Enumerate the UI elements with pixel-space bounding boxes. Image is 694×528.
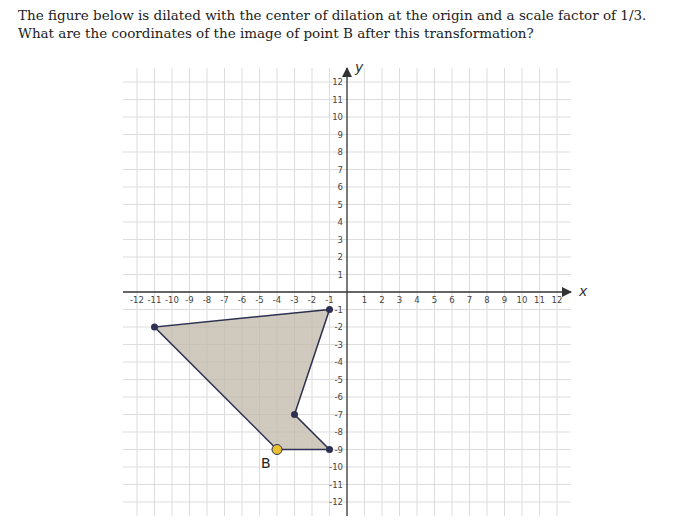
axes: xy (123, 59, 588, 516)
x-tick-label: -11 (148, 295, 162, 305)
x-tick-label: -5 (255, 295, 263, 305)
x-tick-label: -3 (290, 295, 298, 305)
y-tick-label: -4 (335, 357, 343, 367)
y-tick-label: 1 (338, 270, 343, 280)
x-tick-label: -6 (238, 295, 246, 305)
title: The figure below is dilated with the cen… (0, 0, 694, 50)
y-tick-label: 9 (338, 130, 343, 140)
y-tick-label: -11 (329, 480, 343, 490)
y-axis-label: y (354, 59, 364, 75)
x-tick-label: -10 (165, 295, 179, 305)
x-tick-label: -1 (325, 295, 333, 305)
x-tick-label: 5 (432, 295, 437, 305)
x-tick-label: -7 (220, 295, 228, 305)
y-tick-label: 5 (338, 200, 343, 210)
vertex-point (151, 324, 158, 331)
chart-svg: xy-12-11-10-9-8-7-6-5-4-3-2-112345678910… (0, 50, 694, 528)
y-tick-label: 11 (332, 95, 343, 105)
y-tick-label: -10 (329, 462, 343, 472)
grid (123, 68, 571, 516)
y-tick-label: -9 (335, 445, 343, 455)
y-tick-label: -2 (335, 322, 343, 332)
x-tick-label: 12 (552, 295, 563, 305)
y-tick-label: 2 (338, 252, 343, 262)
y-tick-label: -1 (335, 305, 343, 315)
y-tick-label: -7 (335, 410, 343, 420)
x-tick-label: -4 (273, 295, 281, 305)
x-tick-label: 10 (517, 295, 528, 305)
vertex-point (326, 446, 333, 453)
x-tick-label: -9 (185, 295, 193, 305)
y-tick-label: 7 (338, 165, 343, 175)
x-tick-label: -8 (203, 295, 211, 305)
y-tick-label: -3 (335, 340, 343, 350)
y-tick-label: 12 (332, 77, 343, 87)
vertex-point (291, 411, 298, 418)
x-tick-label: 7 (467, 295, 472, 305)
tick-labels: -12-11-10-9-8-7-6-5-4-3-2-11234567891011… (130, 77, 562, 507)
vertex-point (326, 306, 333, 313)
x-tick-label: 2 (379, 295, 384, 305)
y-tick-label: 8 (338, 147, 343, 157)
x-tick-label: 8 (484, 295, 489, 305)
x-tick-label: 3 (397, 295, 402, 305)
polygon (155, 310, 330, 450)
y-tick-label: -12 (329, 497, 343, 507)
plot-area (155, 310, 330, 450)
vertices (151, 306, 333, 455)
x-tick-label: 4 (414, 295, 419, 305)
x-tick-label: -12 (130, 295, 144, 305)
x-tick-label: -2 (308, 295, 316, 305)
y-tick-label: 10 (332, 112, 343, 122)
annotations: B (261, 455, 271, 471)
y-tick-label: 3 (338, 235, 343, 245)
x-tick-label: 11 (534, 295, 545, 305)
x-tick-label: 9 (502, 295, 507, 305)
y-tick-label: 6 (338, 182, 343, 192)
x-tick-label: 6 (449, 295, 454, 305)
x-tick-label: 1 (362, 295, 367, 305)
chart-container: xy-12-11-10-9-8-7-6-5-4-3-2-112345678910… (0, 50, 694, 528)
x-axis-label: x (578, 283, 588, 299)
point-label: B (261, 455, 271, 471)
vertex-point (272, 445, 282, 455)
y-tick-label: -5 (335, 375, 343, 385)
y-tick-label: -8 (335, 427, 343, 437)
y-tick-label: 4 (338, 217, 343, 227)
y-axis-line (346, 68, 347, 516)
y-tick-label: -6 (335, 392, 343, 402)
